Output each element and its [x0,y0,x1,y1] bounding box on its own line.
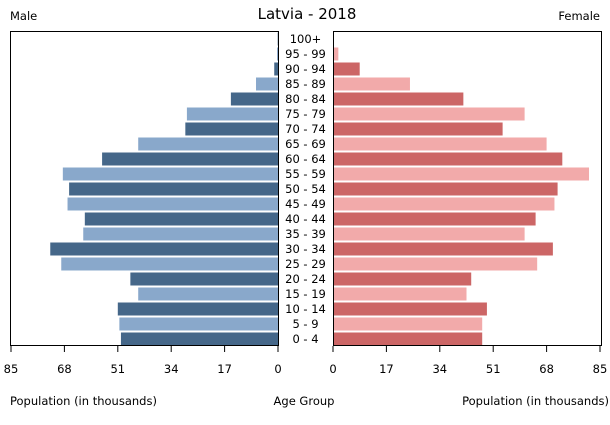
age-label-75-79: 75 - 79 [285,107,326,121]
female-bar-65-69 [333,137,547,151]
male-bar-70-74 [185,122,278,136]
male-plot-frame [10,31,279,346]
age-label-55-59: 55 - 59 [285,167,326,181]
male-bar-20-24 [130,272,278,286]
age-label-100plus: 100+ [290,32,322,46]
female-label: Female [558,9,600,23]
female-tick-label-51: 51 [486,362,501,376]
female-bar-5-9 [333,317,483,331]
female-bar-50-54 [333,182,558,196]
male-label: Male [10,9,37,23]
female-bar-30-34 [333,242,553,256]
age-label-10-14: 10 - 14 [285,302,326,316]
female-bar-95-99 [333,47,339,61]
female-axis-title: Population (in thousands) [462,394,609,408]
male-tick-label-85: 85 [4,362,19,376]
male-bar-30-34 [50,242,278,256]
male-bar-5-9 [119,317,278,331]
male-bar-95-99 [277,47,278,61]
female-bar-10-14 [333,302,487,316]
age-label-95-99: 95 - 99 [285,47,326,61]
age-label-80-84: 80 - 84 [285,92,326,106]
age-label-25-29: 25 - 29 [285,257,326,271]
female-tick-label-68: 68 [539,362,554,376]
male-bar-40-44 [84,212,278,226]
female-bar-60-64 [333,152,563,166]
female-bar-40-44 [333,212,536,226]
female-bar-0-4 [333,332,483,346]
male-bar-50-54 [69,182,279,196]
age-label-85-89: 85 - 89 [285,77,326,91]
male-bar-45-49 [67,197,279,211]
male-axis-ticks: 85 68 51 34 17 0 [4,346,282,376]
male-bar-15-19 [138,287,278,301]
male-bar-0-4 [120,332,278,346]
male-tick-label-0: 0 [274,362,281,376]
male-tick-label-68: 68 [57,362,72,376]
age-label-40-44: 40 - 44 [285,212,326,226]
male-bar-35-39 [83,227,278,241]
male-bar-60-64 [102,152,278,166]
female-bar-75-79 [333,107,525,121]
age-label-15-19: 15 - 19 [285,287,326,301]
female-tick-label-34: 34 [432,362,447,376]
age-label-5-9: 5 - 9 [292,317,318,331]
male-bar-65-69 [138,137,278,151]
male-bar-75-79 [186,107,278,121]
age-label-35-39: 35 - 39 [285,227,326,241]
male-tick-label-17: 17 [217,362,232,376]
female-bar-90-94 [333,62,360,76]
female-bar-45-49 [333,197,555,211]
male-bar-80-84 [230,92,278,106]
age-label-0-4: 0 - 4 [292,332,318,346]
age-label-30-34: 30 - 34 [285,242,326,256]
age-axis-title: Age Group [274,394,335,408]
male-bar-25-29 [61,257,279,271]
female-bar-85-89 [333,77,410,91]
age-label-65-69: 65 - 69 [285,137,326,151]
female-tick-label-0: 0 [329,362,336,376]
age-label-60-64: 60 - 64 [285,152,326,166]
male-bar-55-59 [62,167,279,181]
age-label-45-49: 45 - 49 [285,197,326,211]
female-bar-35-39 [333,227,525,241]
female-bars [333,32,590,346]
female-bar-80-84 [333,92,464,106]
female-bar-15-19 [333,287,467,301]
male-bar-85-89 [256,77,278,91]
female-bar-55-59 [333,167,590,181]
age-label-70-74: 70 - 74 [285,122,326,136]
female-tick-label-17: 17 [379,362,394,376]
male-axis-title: Population (in thousands) [10,394,157,408]
female-tick-label-85: 85 [593,362,608,376]
age-label-90-94: 90 - 94 [285,62,326,76]
female-axis-ticks: 0 17 34 51 68 85 [329,346,607,376]
male-tick-label-34: 34 [164,362,179,376]
female-bar-70-74 [333,122,503,136]
female-bar-20-24 [333,272,472,286]
male-tick-label-51: 51 [110,362,125,376]
male-bar-90-94 [274,62,278,76]
male-bars [50,32,279,346]
male-bar-10-14 [117,302,278,316]
chart-title: Latvia - 2018 [258,5,357,23]
female-bar-25-29 [333,257,538,271]
age-label-20-24: 20 - 24 [285,272,326,286]
female-plot-frame [333,31,602,346]
age-label-50-54: 50 - 54 [285,182,326,196]
